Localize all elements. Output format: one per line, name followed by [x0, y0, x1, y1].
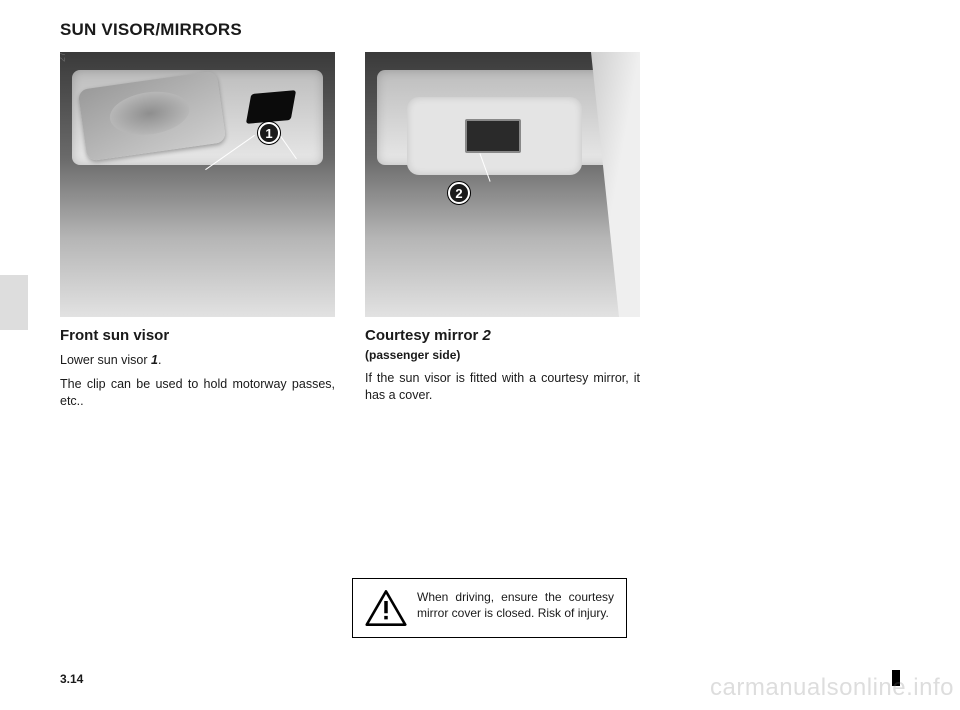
- clip-illustration: [246, 90, 296, 124]
- text-mirror-cover: If the sun visor is fitted with a courte…: [365, 370, 640, 404]
- callout-2-label: 2: [455, 186, 462, 201]
- pillar-illustration: [570, 52, 640, 317]
- subheading-passenger-side: (passenger side): [365, 348, 640, 362]
- ref-2: 2: [483, 327, 491, 344]
- text-clip-usage: The clip can be used to hold motorway pa…: [60, 376, 335, 410]
- page-title: SUN VISOR/MIRRORS: [60, 20, 900, 40]
- warning-icon: [365, 589, 407, 627]
- figure-code-1: 27307: [60, 52, 67, 62]
- heading-courtesy-mirror: Courtesy mirror 2: [365, 327, 640, 344]
- callout-2: 2: [448, 182, 470, 204]
- callout-1-label: 1: [265, 126, 272, 141]
- text-lower-visor: Lower sun visor 1.: [60, 352, 335, 369]
- mirror-cover-illustration: [465, 119, 521, 153]
- column-courtesy-mirror: 27308 2 Courtesy mirror 2 (passenger sid…: [365, 52, 640, 417]
- sun-visor-illustration: [78, 71, 227, 162]
- warning-text: When driving, ensure the courtesy mirror…: [417, 589, 614, 621]
- text-fragment: Lower sun visor: [60, 353, 151, 367]
- warning-box: When driving, ensure the courtesy mirror…: [352, 578, 627, 638]
- text-fragment: .: [158, 353, 161, 367]
- sun-visor-flat-illustration: [407, 97, 582, 175]
- content-columns: 27307 1 Front sun visor Lower sun visor …: [60, 52, 900, 417]
- callout-1: 1: [258, 122, 280, 144]
- figure-courtesy-mirror: 27308 2: [365, 52, 640, 317]
- text-fragment: Courtesy mirror: [365, 327, 483, 344]
- column-front-visor: 27307 1 Front sun visor Lower sun visor …: [60, 52, 335, 417]
- heading-front-sun-visor: Front sun visor: [60, 327, 335, 344]
- section-tab: [0, 275, 28, 330]
- print-mark: [892, 670, 900, 686]
- page-number: 3.14: [60, 672, 83, 686]
- figure-front-sun-visor: 27307 1: [60, 52, 335, 317]
- ref-1: 1: [151, 353, 158, 367]
